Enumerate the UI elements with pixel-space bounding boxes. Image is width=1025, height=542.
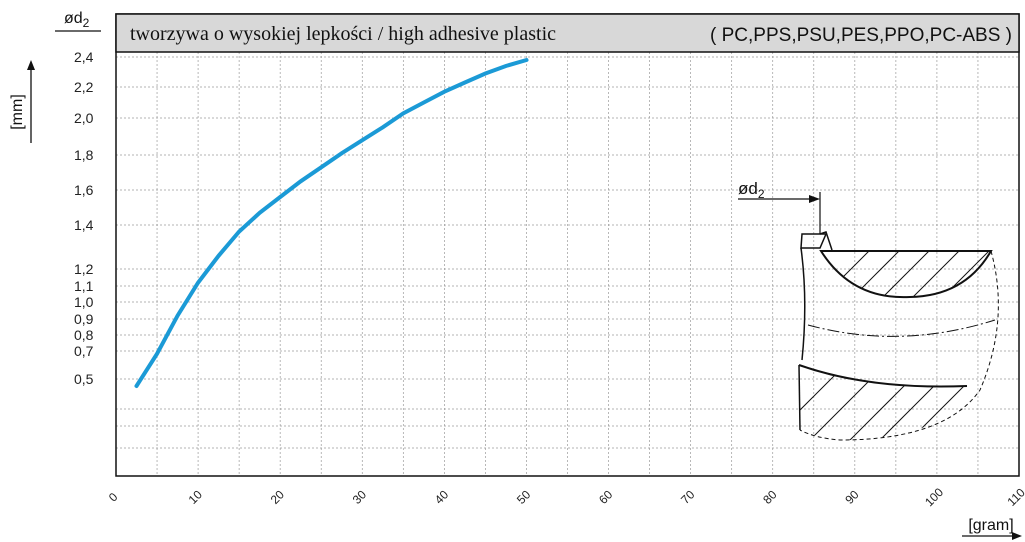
gate-cross-section-drawing: ød2 bbox=[738, 179, 999, 441]
x-tick-label: 10 bbox=[186, 487, 206, 507]
dimension-arrowhead bbox=[809, 195, 820, 203]
x-tick-label: 0 bbox=[106, 490, 121, 505]
header-title: tworzywa o wysokiej lepkości / high adhe… bbox=[130, 23, 556, 45]
y-tick-label: 1,2 bbox=[74, 261, 94, 277]
header-band bbox=[115, 13, 1020, 53]
x-tick-label: 110 bbox=[1004, 485, 1025, 509]
y-axis-symbol: ød2 bbox=[64, 10, 90, 30]
data-curve bbox=[134, 58, 529, 388]
y-tick-label: 0,9 bbox=[74, 311, 94, 327]
y-axis-arrowhead bbox=[27, 60, 35, 70]
y-tick-label: 1,4 bbox=[74, 217, 94, 233]
x-tick-label: 50 bbox=[514, 487, 534, 507]
inset-label: ød2 bbox=[738, 179, 765, 201]
y-tick-label: 1,1 bbox=[74, 278, 94, 294]
y-tick-label: 2,2 bbox=[74, 79, 94, 95]
y-tick-label: 2,4 bbox=[74, 49, 94, 65]
x-tick-label: 60 bbox=[596, 487, 616, 507]
x-axis-arrowhead bbox=[1012, 532, 1022, 540]
y-tick-label: 2,0 bbox=[74, 110, 94, 126]
x-axis-unit: [gram] bbox=[968, 517, 1013, 534]
x-tick-label: 90 bbox=[842, 487, 862, 507]
header-materials: ( PC,PPS,PSU,PES,PPO,PC-ABS ) bbox=[710, 25, 1012, 46]
y-tick-label: 0,5 bbox=[74, 371, 94, 387]
x-tick-label: 70 bbox=[678, 487, 698, 507]
y-tick-label: 1,6 bbox=[74, 182, 94, 198]
x-tick-label: 20 bbox=[268, 487, 288, 507]
y-tick-labels: 0,5 0,70,80,91,01,11,2 1,4 1,6 1,8 2,0 2,2 2,4 bbox=[74, 49, 94, 387]
y-axis-unit: [mm] bbox=[9, 94, 26, 130]
x-tick-labels: 0 10 20 30 40 50 60 70 80 90 100 110 bbox=[106, 485, 1025, 509]
y-tick-label: 0,7 bbox=[74, 343, 94, 359]
x-tick-label: 40 bbox=[432, 487, 452, 507]
x-tick-label: 80 bbox=[760, 487, 780, 507]
y-tick-label: 1,0 bbox=[74, 294, 94, 310]
y-tick-label: 0,8 bbox=[74, 327, 94, 343]
grid bbox=[116, 52, 1019, 476]
x-tick-label: 30 bbox=[350, 487, 370, 507]
x-tick-label: 100 bbox=[922, 485, 946, 509]
y-tick-label: 1,8 bbox=[74, 147, 94, 163]
